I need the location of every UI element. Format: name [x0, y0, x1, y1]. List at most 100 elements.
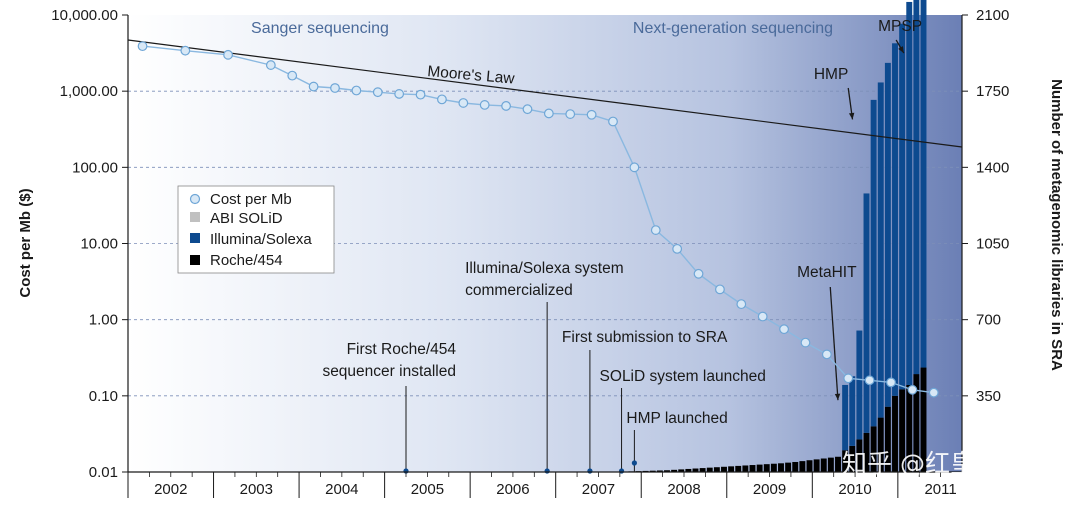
cost-point: [907, 384, 918, 395]
bar-roche-454: [863, 432, 870, 472]
bar-roche-454: [756, 464, 763, 472]
bar-roche-454: [884, 406, 891, 472]
cost-point: [736, 299, 747, 310]
annotation-hmp-launched-line: HMP launched: [626, 410, 727, 427]
bar-roche-454: [699, 468, 706, 472]
bar-roche-454: [792, 461, 799, 472]
x-tick-label: 2008: [667, 481, 700, 498]
cost-point: [864, 375, 875, 386]
cost-point: [543, 108, 554, 119]
bar-roche-454: [820, 458, 827, 472]
cost-point: [800, 337, 811, 348]
bar-roche-454: [763, 464, 770, 472]
bar-illumina-solexa: [899, 23, 906, 390]
bar-roche-454: [849, 445, 856, 472]
bar-roche-454: [813, 459, 820, 472]
bar-illumina-solexa: [849, 376, 856, 446]
x-tick-label: 2005: [411, 481, 444, 498]
x-tick-label: 2002: [154, 481, 187, 498]
bar-roche-454: [656, 470, 663, 472]
cost-point: [757, 311, 768, 322]
right-tick-label: 350: [976, 388, 1001, 405]
right-axis-title: Number of metagenomic libraries in SRA: [1048, 79, 1065, 371]
legend-swatch-illumina: [190, 233, 200, 243]
bar-illumina-solexa: [842, 384, 849, 451]
x-axis-ticks: 2002 2003 2004 2005 2006 2007 2008 2009 2010 2011: [127, 472, 957, 498]
cost-point: [565, 109, 576, 119]
right-tick-label: 1050: [976, 236, 1009, 253]
bar-roche-454: [728, 466, 735, 472]
cost-point: [672, 243, 683, 254]
right-tick-label: 2100: [976, 7, 1009, 24]
x-tick-label: 2011: [924, 481, 956, 498]
left-axis-ticks: 10,000.00 1,000.00 100.00 10.00 1.00 0.10 0.01: [51, 7, 128, 481]
x-tick-label: 2009: [753, 481, 786, 498]
bar-roche-454: [706, 467, 713, 472]
x-tick-label: 2006: [496, 481, 529, 498]
right-tick-label: 1750: [976, 83, 1009, 100]
left-tick-label: 10.00: [80, 236, 118, 253]
annotation-illumina-comm-line: commercialized: [465, 282, 573, 299]
left-axis-title: Cost per Mb ($): [17, 188, 34, 297]
bar-roche-454: [735, 465, 742, 472]
bar-roche-454: [827, 457, 834, 472]
annotation-marker-hmp-launched: [631, 460, 637, 466]
metahit-arrow-head: [834, 393, 841, 401]
legend-label-abi: ABI SOLiD: [210, 210, 283, 227]
left-tick-label: 0.10: [89, 388, 118, 405]
bar-illumina-solexa: [920, 0, 927, 368]
annotation-roche-installed-line: sequencer installed: [322, 363, 456, 380]
right-tick-label: 700: [976, 312, 1001, 329]
annotation-mpsp-line: MPSP: [878, 18, 922, 35]
legend-label-roche: Roche/454: [210, 252, 283, 269]
cost-per-mb-markers: [137, 41, 939, 398]
right-axis-ticks: 2100 1750 1400 1050 700 350: [962, 7, 1009, 405]
annotation-labels: First Roche/454 sequencer installed Illumi…: [322, 18, 922, 427]
cost-point: [821, 349, 832, 360]
cost-point: [650, 225, 661, 235]
era-label-ngs: Next-generation sequencing: [633, 20, 833, 37]
bar-roche-454: [906, 384, 913, 472]
right-tick-label: 1400: [976, 159, 1009, 176]
annotation-marker-illumina-comm: [544, 468, 550, 474]
cost-point: [715, 284, 725, 295]
cost-point: [287, 70, 298, 81]
era-label-sanger: Sanger sequencing: [251, 20, 389, 37]
bar-illumina-solexa: [870, 99, 877, 427]
annotation-illumina-comm-line: Illumina/Solexa system: [465, 260, 624, 277]
cost-point: [308, 81, 319, 92]
cost-point: [458, 98, 469, 108]
bar-roche-454: [920, 367, 927, 472]
cost-point: [522, 104, 533, 115]
bar-roche-454: [649, 470, 656, 472]
x-tick-label: 2007: [582, 481, 615, 498]
bar-roche-454: [870, 426, 877, 472]
bar-roche-454: [678, 469, 685, 472]
annotation-hmp-line: HMP: [814, 66, 848, 83]
bar-illumina-solexa: [913, 0, 920, 375]
cost-point: [586, 109, 597, 120]
bar-roche-454: [913, 374, 920, 472]
left-tick-label: 0.01: [89, 464, 118, 481]
bar-illumina-solexa: [892, 43, 898, 396]
bar-roche-454: [856, 439, 863, 472]
cost-point: [501, 101, 511, 111]
bar-roche-454: [664, 470, 670, 472]
cost-point: [223, 49, 233, 60]
x-tick-label: 2003: [240, 481, 273, 498]
bar-illumina-solexa: [877, 82, 884, 418]
legend-label-cost: Cost per Mb: [210, 191, 292, 208]
bar-roche-454: [770, 463, 777, 472]
cost-point: [886, 377, 896, 388]
bar-roche-454: [785, 462, 792, 472]
cost-point: [693, 268, 704, 279]
bar-roche-454: [671, 469, 678, 472]
left-tick-label: 100.00: [72, 159, 118, 176]
cost-point: [608, 116, 618, 127]
legend-swatch-abi: [190, 212, 200, 222]
mpsp-arrow-head: [898, 46, 904, 54]
left-tick-label: 1,000.00: [60, 83, 118, 100]
cost-point: [415, 89, 426, 100]
cost-point: [330, 83, 340, 93]
